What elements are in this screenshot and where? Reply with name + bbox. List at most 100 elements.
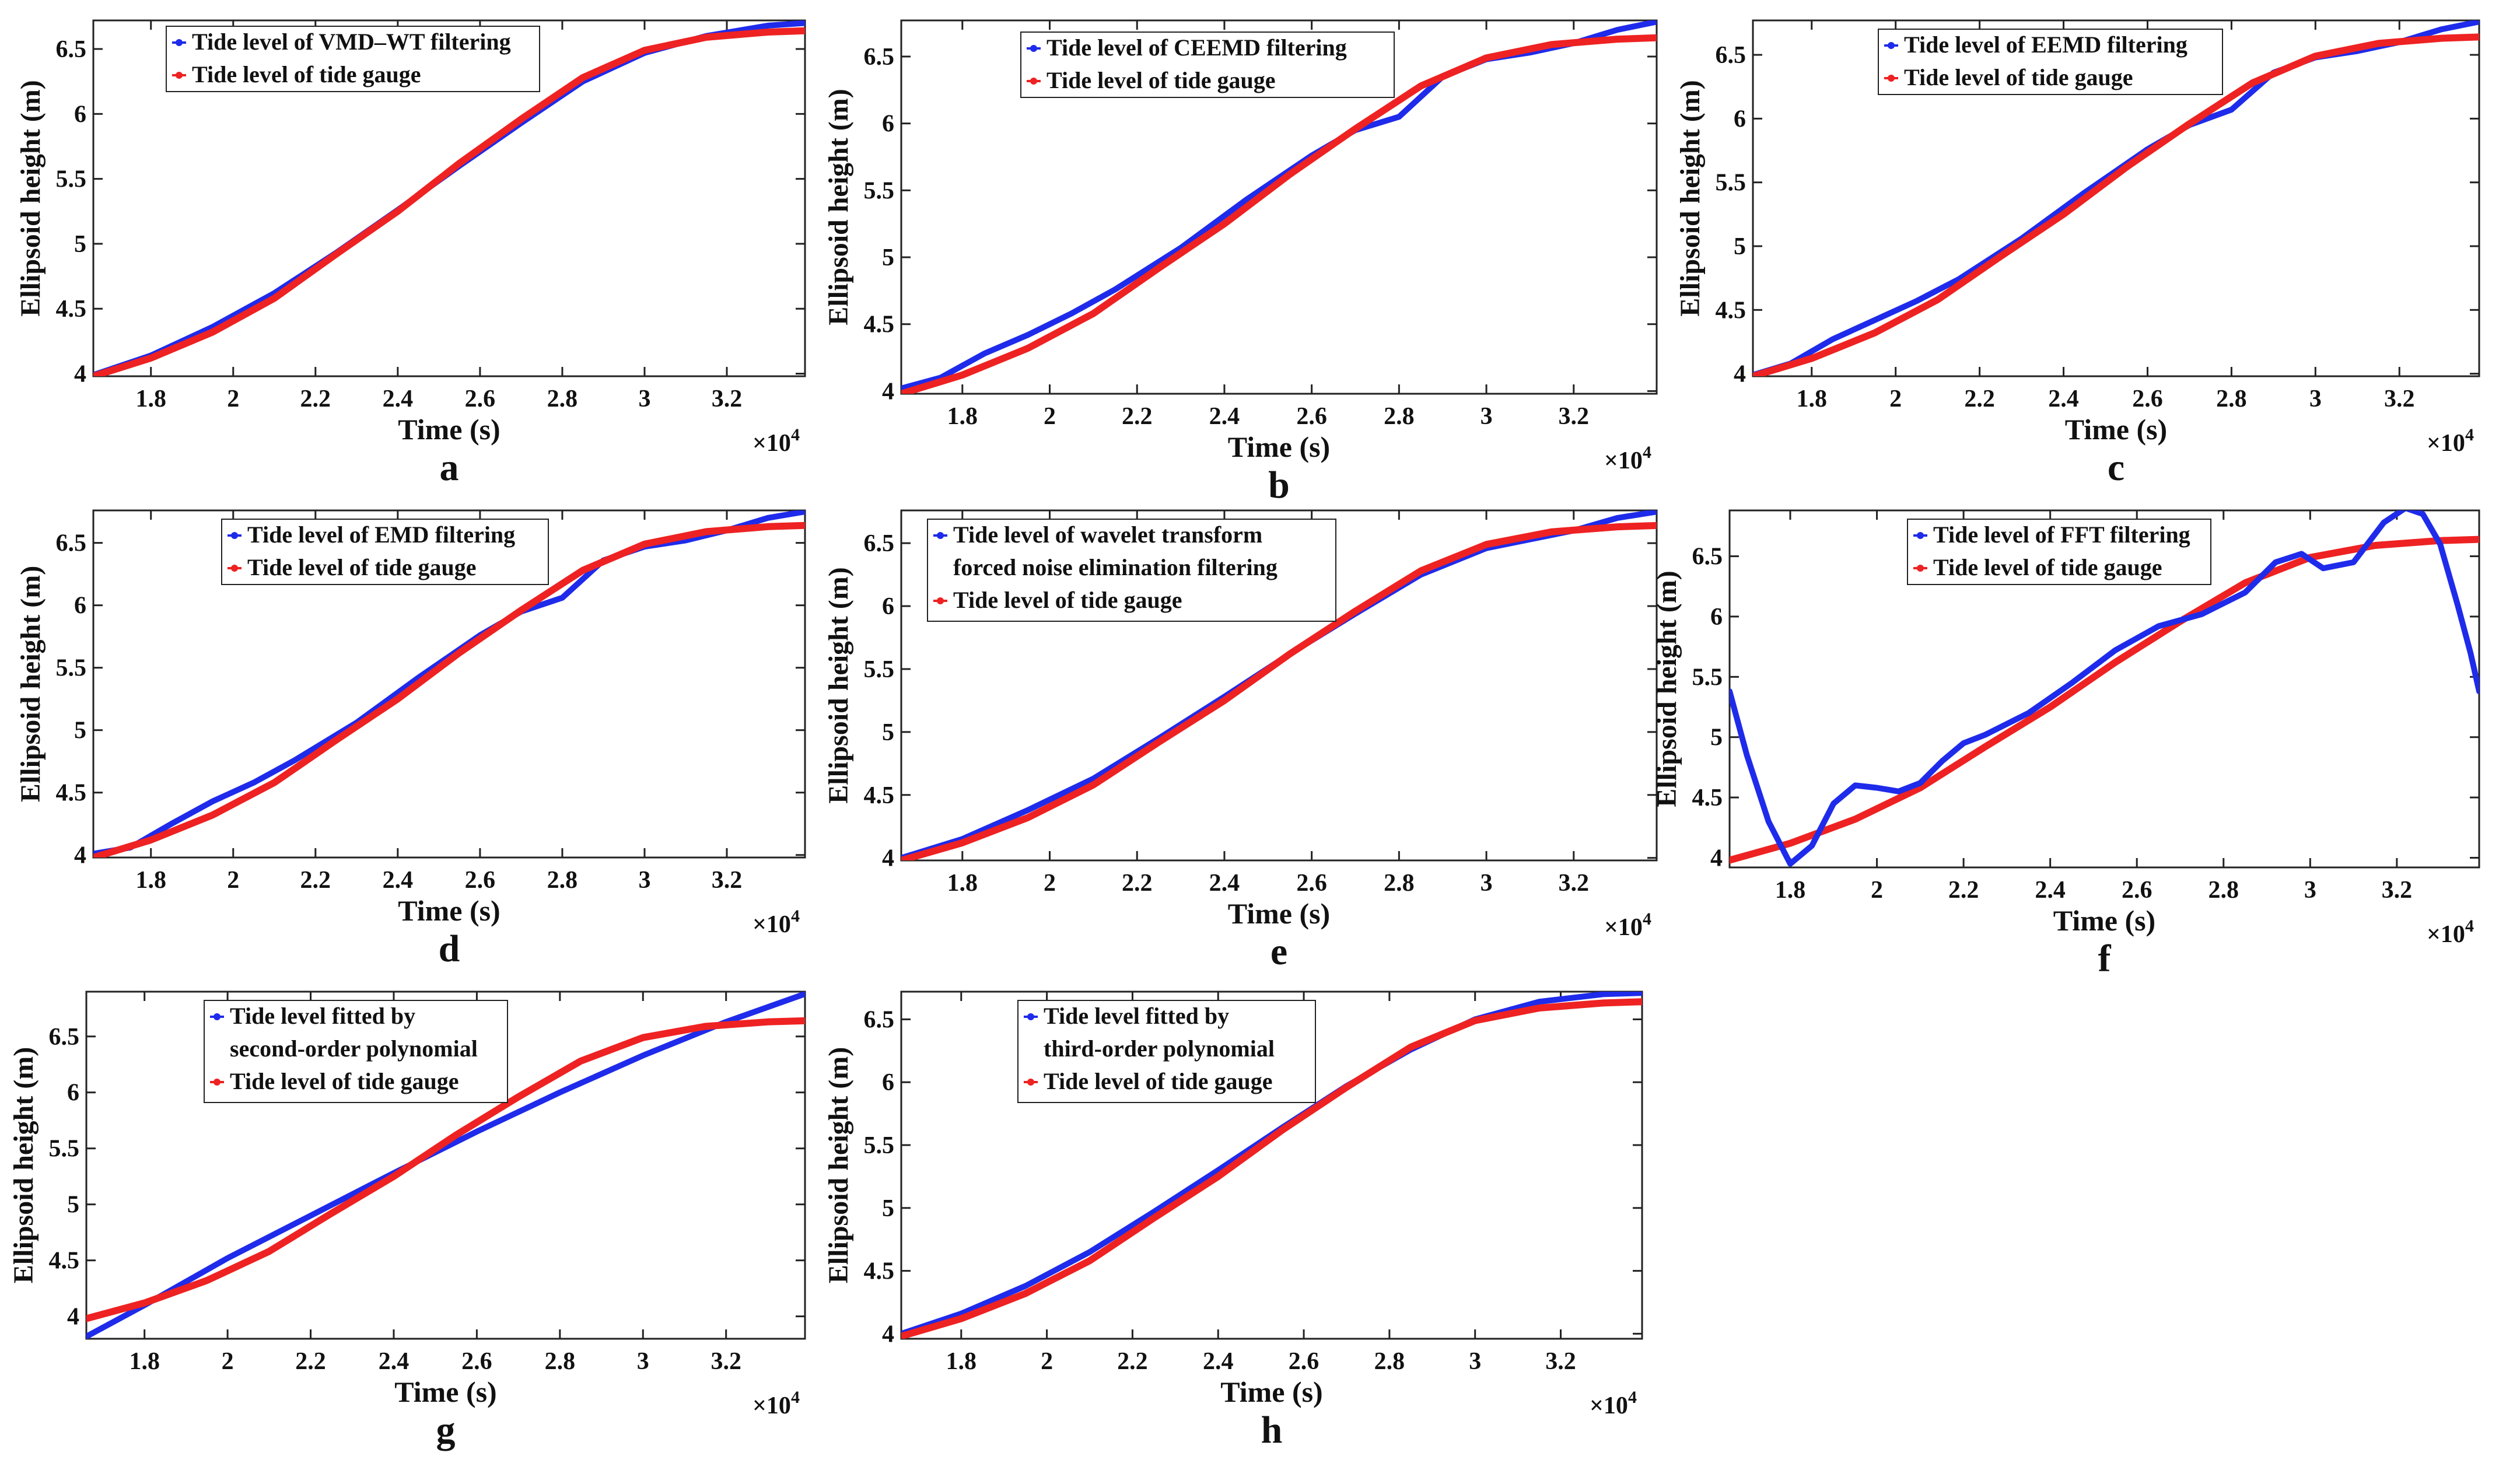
x-axis-multiplier: ×104	[752, 907, 800, 938]
x-tick-label: 2.6	[461, 1348, 492, 1375]
x-tick-label: 2.2	[1948, 877, 1979, 904]
x-axis-multiplier: ×104	[752, 425, 800, 457]
x-tick-label: 1.8	[1797, 386, 1828, 412]
legend-marker	[1917, 532, 1924, 539]
x-tick-label: 2.6	[465, 386, 496, 412]
legend-box	[1878, 29, 2223, 95]
panel-b: 1.8 2 2.2 2.4 2.6 2.8 3 3.2 4 4.5 5 5.5 6 6.5 Time (s)…	[823, 19, 1658, 506]
legend-label: Tide level of tide gauge	[230, 1068, 459, 1094]
x-axis-label: Time (s)	[1220, 1376, 1322, 1408]
multiplier-base: ×10	[752, 911, 791, 938]
x-tick-label: 1.8	[135, 867, 166, 894]
panel-letter: a	[440, 446, 459, 489]
y-tick-label: 5	[882, 1195, 894, 1222]
y-tick-label: 6	[1710, 604, 1723, 631]
y-tick-label: 6	[74, 593, 86, 620]
y-tick-label: 4.5	[56, 780, 87, 807]
x-tick-label: 2.2	[1117, 1348, 1148, 1375]
y-tick-label: 6	[882, 593, 894, 620]
series-line-tide-gauge	[1753, 33, 2479, 376]
y-tick-label: 4.5	[1716, 297, 1746, 324]
legend-box	[204, 1000, 508, 1103]
y-tick-label: 5.5	[864, 1132, 895, 1159]
legend-label: Tide level of CEEMD filtering	[1046, 34, 1347, 61]
x-tick-label: 2.4	[383, 386, 414, 412]
legend-label: Tide level of tide gauge	[1044, 1068, 1273, 1094]
legend-label: Tide level fitted by	[230, 1003, 415, 1029]
legend-label: Tide level of tide gauge	[192, 61, 421, 88]
y-axis-label: Ellipsoid height (m)	[15, 566, 46, 802]
y-axis-label: Ellipsoid height (m)	[823, 1047, 854, 1283]
panel-letter: f	[2098, 937, 2112, 980]
x-tick-label: 2	[1044, 403, 1056, 430]
y-tick-label: 6.5	[864, 530, 895, 557]
legend-marker	[176, 39, 183, 46]
multiplier-exponent: 4	[1628, 1388, 1637, 1407]
panel-letter: e	[1270, 930, 1287, 973]
legend-marker	[1917, 565, 1924, 572]
x-tick-label: 2.2	[300, 386, 331, 412]
y-tick-label: 6.5	[1692, 544, 1723, 570]
x-axis-multiplier: ×104	[1604, 909, 1651, 941]
series-line-tide-gauge	[86, 1017, 805, 1322]
legend-label: Tide level of FFT filtering	[1933, 522, 2190, 548]
series-line-tide-gauge	[901, 34, 1657, 394]
x-tick-label: 1.8	[135, 386, 166, 412]
x-tick-label: 2.4	[1209, 403, 1240, 430]
y-tick-label: 4.5	[864, 1258, 895, 1285]
y-tick-label: 4	[74, 842, 86, 869]
x-tick-label: 2.6	[1296, 870, 1327, 897]
x-axis-multiplier: ×104	[1590, 1388, 1637, 1419]
panel-letter: g	[436, 1409, 456, 1451]
x-tick-label: 2.8	[2216, 386, 2247, 412]
multiplier-exponent: 4	[791, 1388, 800, 1407]
legend-label: Tide level of tide gauge	[953, 587, 1182, 613]
series-line-tide-gauge	[93, 27, 805, 376]
series-line-tide-gauge	[901, 522, 1657, 860]
y-tick-label: 6.5	[56, 530, 87, 557]
x-axis-label: Time (s)	[1228, 897, 1330, 930]
multiplier-base: ×10	[1604, 447, 1643, 474]
x-tick-label: 3	[637, 1348, 649, 1375]
y-tick-label: 4	[1734, 361, 1746, 388]
x-tick-label: 3	[638, 867, 650, 894]
legend-marker	[1888, 75, 1895, 82]
x-tick-label: 2.6	[2122, 877, 2152, 904]
legend-label: second-order polynomial	[230, 1035, 478, 1062]
x-tick-label: 2.4	[379, 1348, 410, 1375]
x-tick-label: 2.8	[1384, 403, 1415, 430]
legend-marker	[1027, 1013, 1034, 1020]
y-tick-label: 6	[67, 1080, 79, 1107]
panel-letter: d	[439, 928, 460, 970]
y-tick-label: 4.5	[864, 782, 895, 809]
y-axis-label: Ellipsoid height (m)	[8, 1047, 39, 1283]
x-tick-label: 2.6	[1289, 1348, 1320, 1375]
legend-label: Tide level of EMD filtering	[247, 522, 515, 548]
x-axis-multiplier: ×104	[1604, 443, 1651, 474]
x-tick-label: 2.8	[1384, 870, 1415, 897]
y-tick-label: 4.5	[56, 296, 87, 323]
x-tick-label: 2.4	[2035, 877, 2066, 904]
x-axis-multiplier: ×104	[752, 1388, 800, 1419]
multiplier-exponent: 4	[2465, 425, 2474, 444]
legend-label: Tide level of VMD–WT filtering	[192, 29, 511, 55]
legend-marker	[937, 532, 944, 539]
multiplier-exponent: 4	[791, 425, 800, 444]
x-tick-label: 3	[1480, 870, 1493, 897]
panel-letter: b	[1268, 464, 1290, 506]
y-tick-label: 6.5	[1716, 42, 1746, 69]
panel-f: 1.8 2 2.2 2.4 2.6 2.8 3 3.2 4 4.5 5 5.5 6 6.5 Time (s)…	[1651, 509, 2480, 980]
x-tick-label: 2.8	[547, 386, 578, 412]
y-tick-label: 5	[1734, 233, 1746, 260]
legend-label: Tide level of tide gauge	[1933, 554, 2162, 580]
x-tick-label: 2.8	[547, 867, 578, 894]
x-tick-label: 2.6	[465, 867, 496, 894]
multiplier-base: ×10	[752, 1392, 791, 1419]
legend-marker	[1030, 78, 1037, 85]
y-axis-label: Ellipsoid height (m)	[823, 89, 854, 325]
y-axis-label: Ellipsoid height (m)	[1675, 80, 1706, 316]
x-axis-label: Time (s)	[398, 894, 500, 927]
x-tick-label: 2.2	[295, 1348, 326, 1375]
legend-marker	[1888, 42, 1895, 49]
legend-label: Tide level fitted by	[1044, 1003, 1229, 1029]
